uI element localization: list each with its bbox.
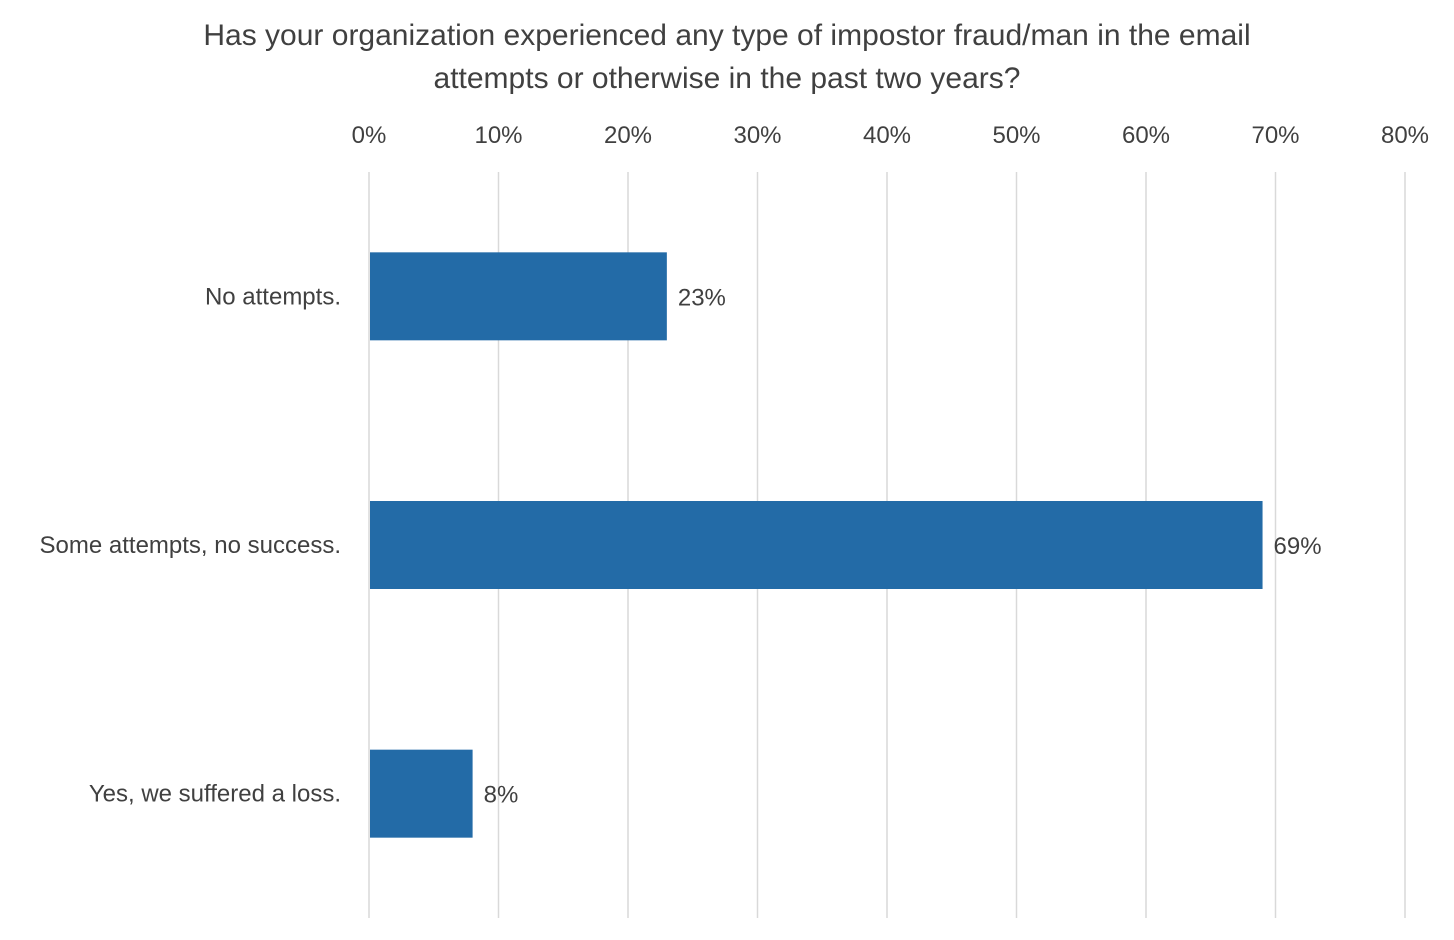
chart-title-line-1: Has your organization experienced any ty…	[203, 19, 1251, 52]
data-label: 23%	[678, 284, 726, 311]
x-tick-label: 70%	[1251, 122, 1299, 149]
x-tick-label: 50%	[992, 122, 1040, 149]
chart-title: Has your organization experienced any ty…	[0, 14, 1454, 100]
x-tick-label: 10%	[474, 122, 522, 149]
data-label: 69%	[1274, 533, 1322, 560]
x-axis-tick-labels: 0% 10% 20% 30% 40% 50% 60% 70% 80%	[352, 122, 1429, 149]
data-label: 8%	[484, 782, 519, 809]
x-tick-label: 40%	[863, 122, 911, 149]
data-labels: 23% 69% 8%	[484, 284, 1322, 808]
x-tick-label: 0%	[352, 122, 387, 149]
x-tick-label: 60%	[1122, 122, 1170, 149]
category-label: Some attempts, no success.	[40, 532, 341, 559]
bar	[370, 749, 473, 838]
x-tick-label: 30%	[733, 122, 781, 149]
bar	[370, 501, 1263, 589]
category-label: No attempts.	[205, 283, 341, 310]
category-label: Yes, we suffered a loss.	[89, 781, 341, 808]
bar	[370, 252, 667, 341]
x-tick-label: 20%	[604, 122, 652, 149]
chart-title-line-2: attempts or otherwise in the past two ye…	[433, 62, 1021, 95]
x-tick-label: 80%	[1381, 122, 1429, 149]
bars	[370, 252, 1263, 838]
category-labels: No attempts. Some attempts, no success. Ye…	[40, 283, 341, 807]
